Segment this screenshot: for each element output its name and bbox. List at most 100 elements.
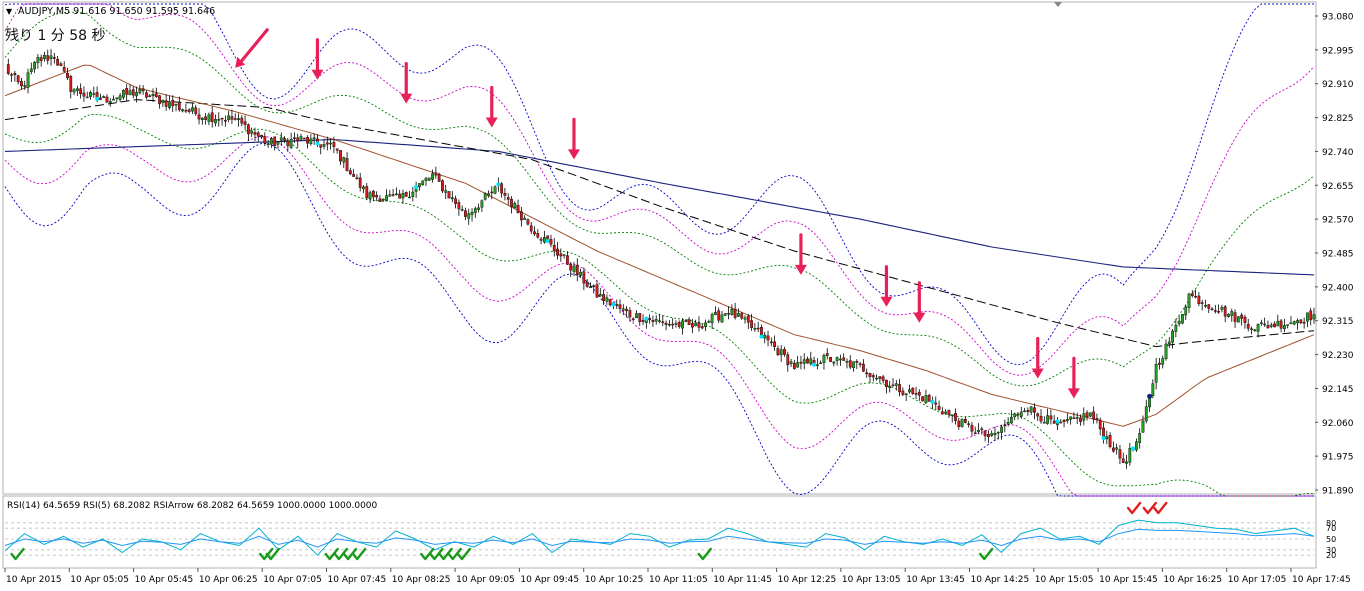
candle (174, 103, 178, 112)
candle (993, 426, 997, 441)
candle (217, 112, 221, 127)
candle (796, 355, 800, 368)
candle (664, 320, 668, 331)
candle (168, 95, 171, 110)
candle (707, 319, 711, 323)
candle (1115, 443, 1119, 455)
candle (789, 358, 793, 367)
scroll-handle-icon[interactable] (1054, 2, 1062, 7)
candle (855, 359, 859, 370)
candle (1079, 414, 1082, 426)
signal-marker (315, 141, 320, 146)
candle (1016, 411, 1020, 420)
candle (510, 196, 513, 214)
candle (1003, 419, 1007, 433)
candle (477, 203, 480, 213)
chart-menu-triangle[interactable]: ▼ (6, 7, 13, 16)
candle (667, 320, 671, 327)
candle (865, 368, 869, 378)
candle (1013, 412, 1017, 421)
candle (1266, 320, 1270, 329)
candle (312, 133, 316, 145)
candle (638, 313, 642, 326)
candle (59, 61, 63, 67)
candle (822, 353, 826, 370)
main-panel-frame (2, 1, 1317, 495)
candle (184, 103, 188, 114)
candle (276, 141, 280, 149)
candle (1138, 428, 1142, 449)
sell-arrow-icon (913, 281, 926, 323)
candle (283, 136, 286, 144)
candle (651, 315, 655, 328)
candle (894, 379, 898, 391)
rsi-lines (4, 519, 1315, 556)
time-tick-label: 10 Apr 09:05 (456, 575, 515, 585)
candle (868, 372, 872, 384)
candle (36, 54, 40, 69)
candle (470, 208, 474, 222)
candle (569, 262, 573, 277)
signal-marker (611, 302, 616, 307)
candle (335, 148, 339, 154)
candle (852, 361, 855, 372)
candle (79, 83, 83, 99)
candle (1075, 412, 1079, 425)
candle (457, 199, 461, 216)
cyan-markers (95, 96, 1153, 451)
candle (562, 254, 566, 259)
signal-marker (545, 238, 550, 243)
candle (348, 167, 352, 176)
candle (806, 356, 809, 364)
candle (177, 96, 181, 112)
candle (677, 320, 681, 329)
candle (1213, 304, 1217, 314)
candle (1046, 408, 1049, 425)
candle (566, 251, 569, 266)
candle (674, 320, 678, 328)
candle (52, 53, 56, 64)
time-tick-label: 10 Apr 06:25 (199, 575, 258, 585)
candle (263, 132, 267, 147)
candle (237, 113, 240, 127)
candle (947, 409, 951, 419)
check-icon (259, 547, 274, 561)
candle (260, 134, 263, 140)
candle (1154, 357, 1158, 390)
time-tick-label: 10 Apr 17:45 (1292, 575, 1351, 585)
candle (1029, 406, 1033, 416)
candle (138, 84, 142, 95)
candle (240, 115, 244, 127)
candle (398, 189, 402, 199)
candle (43, 51, 46, 62)
candle (62, 61, 66, 73)
candle (697, 316, 701, 332)
candle (1092, 406, 1096, 424)
price-tick-label: 92.315 (1322, 317, 1354, 327)
candle (26, 68, 30, 94)
candle (888, 381, 892, 393)
candle (592, 284, 596, 294)
candle (302, 137, 306, 140)
candle (230, 109, 234, 124)
check-icon (438, 547, 453, 561)
price-tick-label: 92.400 (1322, 283, 1354, 293)
candle (444, 184, 448, 200)
candle (1121, 452, 1125, 464)
candle (875, 374, 878, 381)
candle (513, 201, 517, 209)
candle (908, 384, 911, 394)
candle (227, 111, 231, 123)
candle (191, 103, 194, 115)
candle (1289, 316, 1293, 325)
candle (1246, 318, 1250, 332)
candle (161, 99, 165, 107)
candle (233, 113, 237, 121)
candle (987, 430, 990, 444)
candle (306, 135, 309, 149)
rsi-tick-label: 80 (1326, 519, 1336, 528)
candle (500, 182, 504, 198)
candle (385, 189, 388, 201)
signal-arrows (235, 28, 1080, 399)
